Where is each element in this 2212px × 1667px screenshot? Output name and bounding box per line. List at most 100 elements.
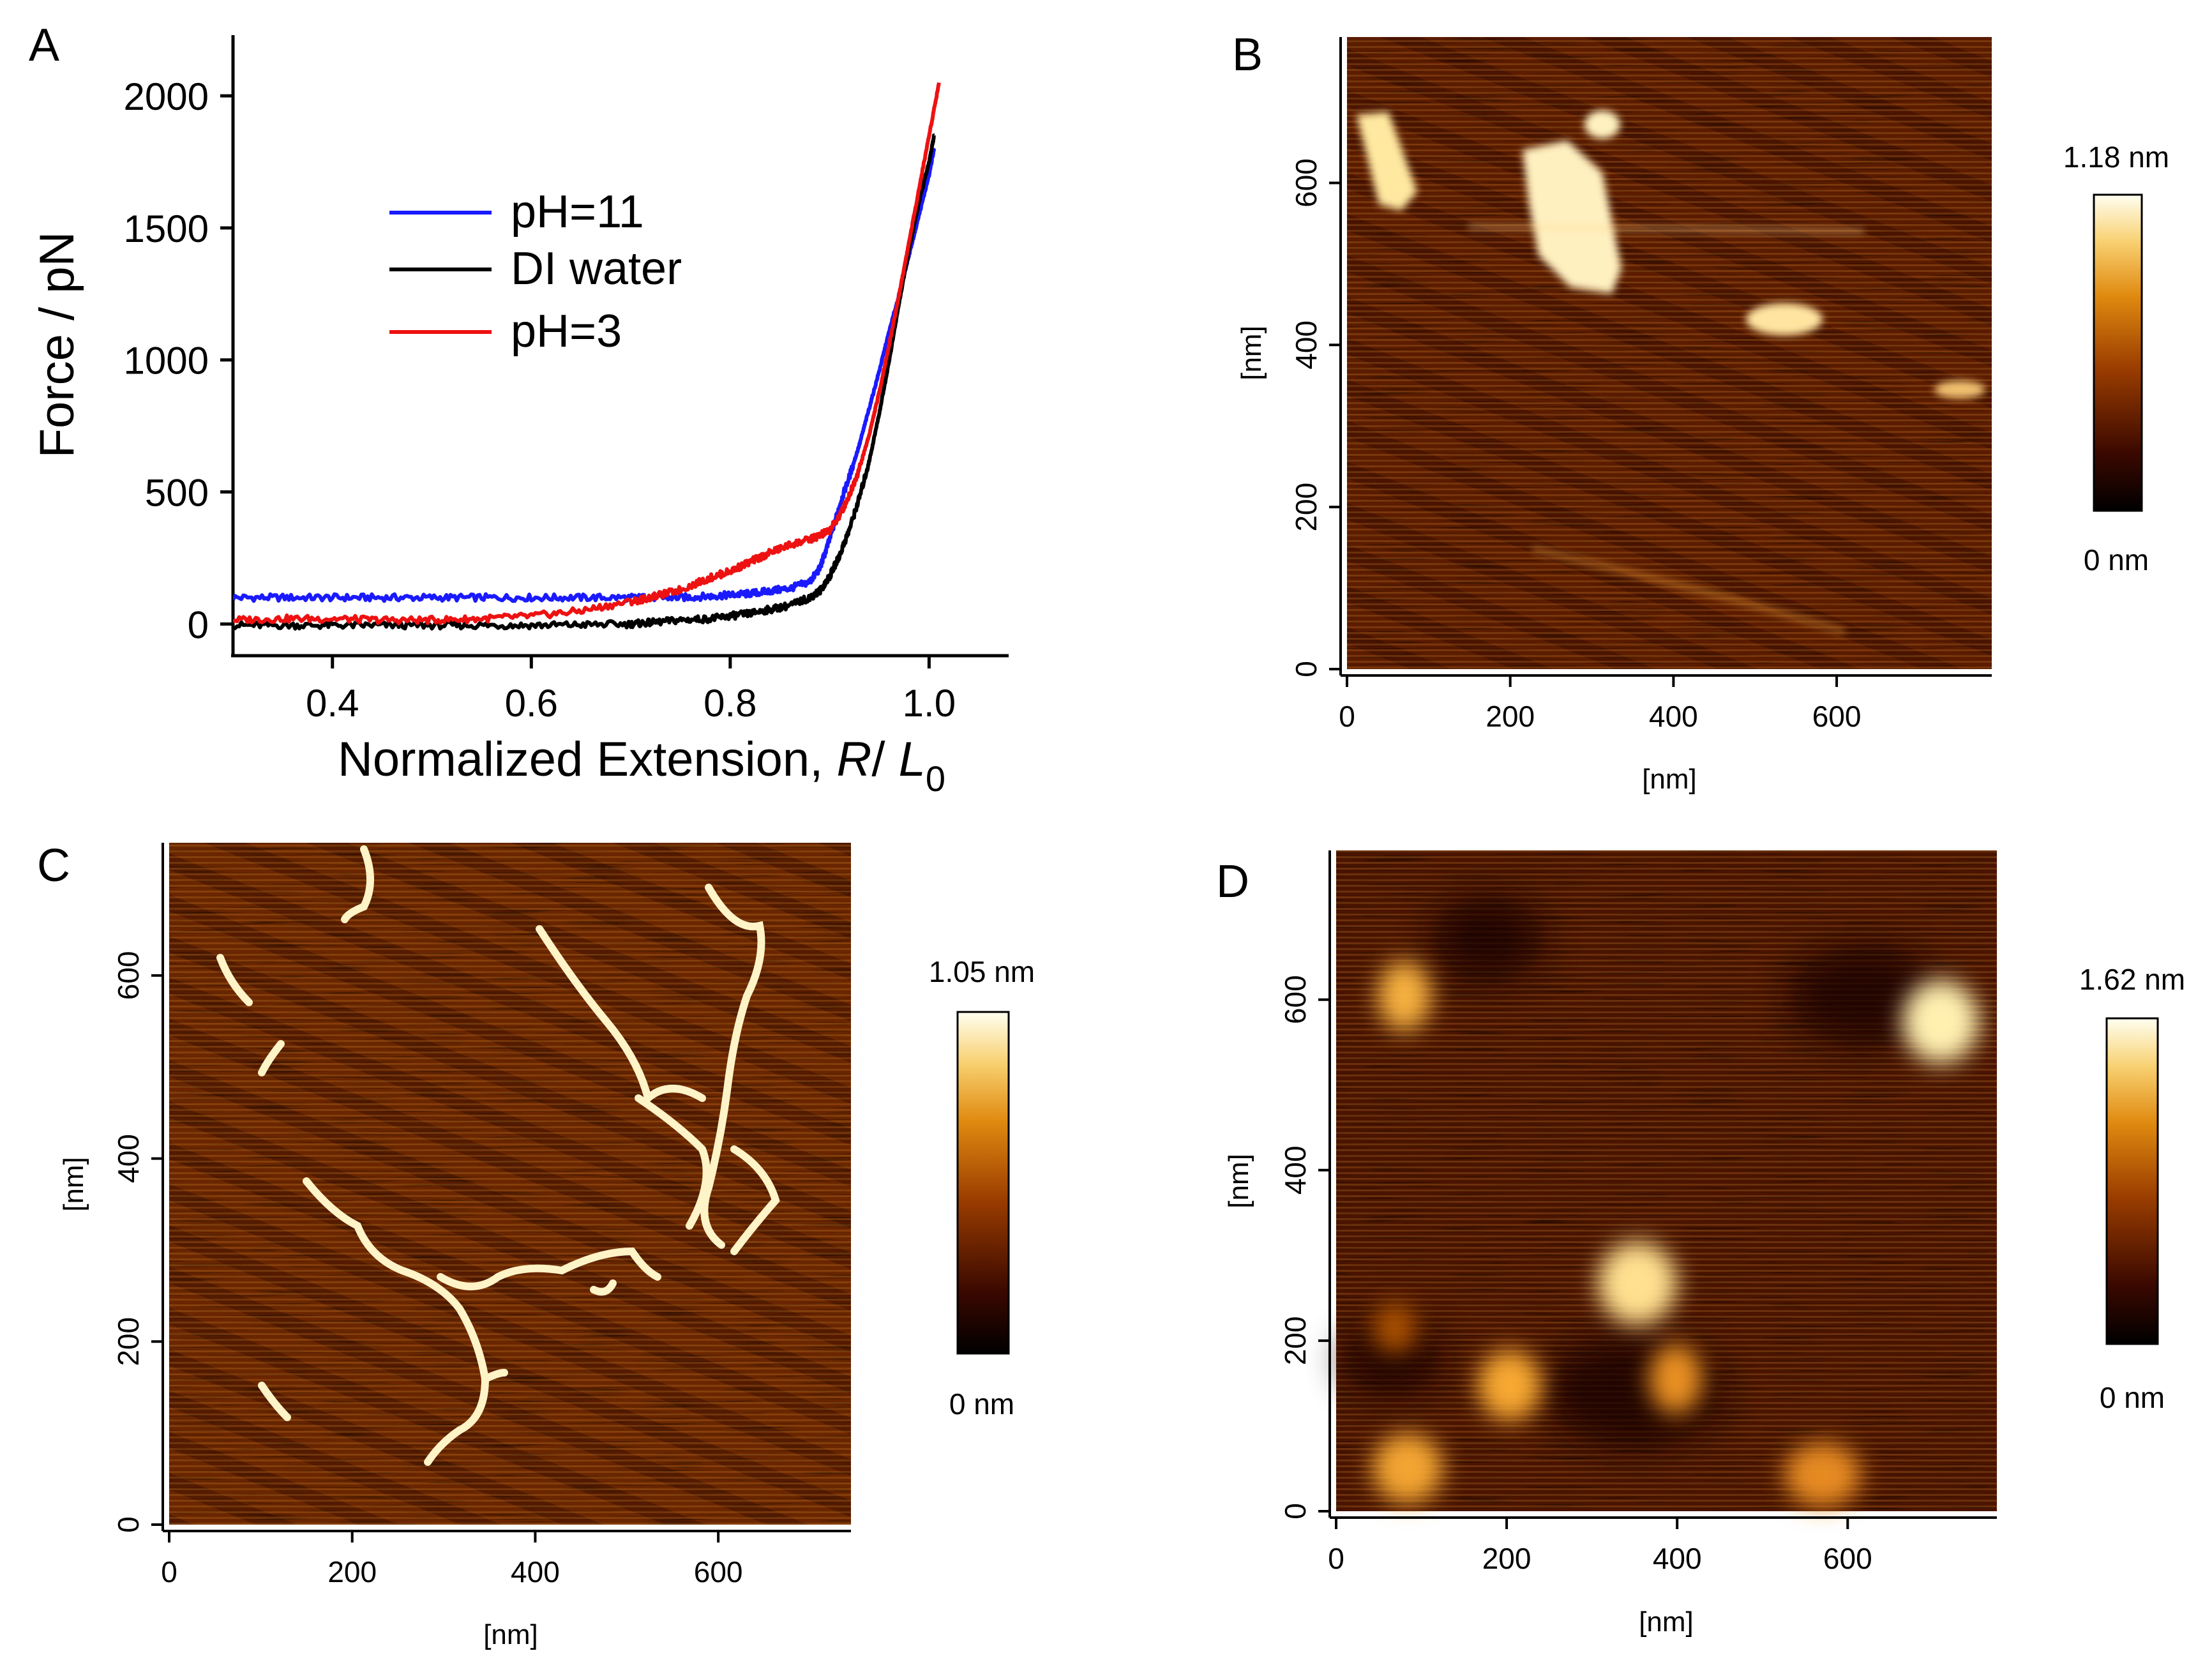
panel-d-letter: D: [1216, 856, 1249, 907]
d-dark-4: [1341, 1322, 1443, 1398]
x-tick-label: 200: [1482, 1542, 1531, 1575]
panel-d-y-label: [nm]: [1223, 1154, 1254, 1209]
y-tick-label: 0: [112, 1516, 145, 1533]
afm-image-d: [1336, 850, 1997, 1511]
b-diagonal-ridge: [1531, 546, 1846, 635]
d-particle-8: [1373, 1302, 1417, 1354]
panel-a: A 0 500 1000 1500 2000 0.4 0.6 0.8 1.0 Force / …: [29, 20, 1009, 799]
b-feature-1: [1357, 112, 1417, 211]
afm-image-c-axes: 0 0 200 200 400 400 600 600: [112, 843, 851, 1588]
legend-label-ph3: pH=3: [511, 306, 622, 357]
y-tick-label: 1000: [124, 340, 209, 382]
force-curves: [233, 82, 941, 631]
y-tick-label: 400: [112, 1134, 145, 1183]
x-tick-label: 0: [161, 1555, 177, 1588]
y-tick-label: 600: [1290, 158, 1323, 207]
afm-image-b-scan: [1347, 37, 1992, 669]
c-fiber-13: [481, 1369, 508, 1383]
c-fiber-12: [258, 1382, 291, 1421]
y-tick-label: 0: [1279, 1503, 1312, 1520]
colorbar-c: 1.05 nm 0 nm: [929, 955, 1035, 1421]
y-axis-label: Force / pN: [30, 232, 84, 458]
x-tick-label: 400: [1649, 700, 1698, 733]
colorbar-c-max-label: 1.05 nm: [929, 955, 1035, 988]
series-line-ph-3: [233, 82, 941, 626]
x-axis-ticks: 0.4 0.6 0.8 1.0: [306, 656, 956, 725]
afm-image-c: [169, 843, 851, 1525]
x-tick-label: 1.0: [903, 682, 956, 725]
x-tick-label: 0.6: [505, 682, 558, 725]
colorbar-b: 1.18 nm 0 nm: [2063, 140, 2169, 577]
c-fiber-6: [437, 1247, 661, 1290]
panel-c-x-label: [nm]: [483, 1619, 538, 1650]
c-fiber-1: [536, 925, 706, 1105]
x-tick-label: 600: [1812, 700, 1862, 733]
y-tick-label: 600: [1279, 975, 1312, 1024]
x-axis-label: Normalized Extension, R/ L0: [338, 732, 945, 799]
afm-image-d-particles: [1373, 961, 1979, 1507]
b-scan-streak: [1468, 225, 1865, 233]
x-tick-label: 200: [1486, 700, 1535, 733]
d-particle-5: [1649, 1344, 1703, 1414]
x-tick-label: 200: [327, 1555, 377, 1588]
d-particle-4: [1478, 1350, 1542, 1421]
d-particle-7: [1784, 1443, 1861, 1507]
afm-image-b-axes: 0 0 200 200 400 400 600 600: [1290, 37, 1992, 733]
y-axis-ticks: 0 500 1000 1500 2000: [124, 75, 233, 646]
x-tick-label: 600: [694, 1555, 743, 1588]
y-tick-label: 200: [112, 1317, 145, 1366]
y-tick-label: 0: [188, 603, 209, 646]
colorbar-d-gradient: [2105, 1017, 2159, 1345]
d-dark-1: [1430, 894, 1545, 983]
panel-b-letter: B: [1232, 29, 1263, 80]
c-fiber-5: [303, 1177, 489, 1383]
colorbar-c-gradient: [956, 1011, 1010, 1355]
colorbar-b-gradient: [2093, 193, 2143, 512]
afm-image-c-scan: [169, 843, 851, 1525]
x-tick-label: 0: [1339, 700, 1355, 733]
x-tick-label: 0: [1328, 1542, 1344, 1575]
panel-a-letter: A: [29, 20, 59, 71]
b-feature-2: [1523, 140, 1621, 294]
panel-b-y-label: [nm]: [1236, 326, 1267, 381]
y-tick-label: 400: [1290, 321, 1323, 370]
y-tick-label: 600: [112, 951, 145, 1000]
panel-a-axes: [231, 35, 1009, 658]
panel-c-y-label: [nm]: [58, 1157, 89, 1212]
y-tick-label: 200: [1279, 1316, 1312, 1366]
legend-label-ph11: pH=11: [511, 186, 644, 238]
x-tick-label: 400: [511, 1555, 560, 1588]
y-tick-label: 400: [1279, 1145, 1312, 1195]
y-tick-label: 500: [145, 472, 209, 515]
panel-c-letter: C: [37, 840, 70, 891]
d-particle-6: [1373, 1433, 1443, 1504]
y-tick-label: 200: [1290, 483, 1323, 532]
b-feature-3: [1584, 110, 1620, 139]
afm-image-c-fibers: [216, 845, 780, 1466]
colorbar-b-max-label: 1.18 nm: [2063, 140, 2169, 174]
c-fiber-11: [341, 845, 374, 923]
c-fiber-9: [216, 954, 253, 1006]
colorbar-b-min-label: 0 nm: [2084, 543, 2149, 577]
c-fiber-4: [730, 1145, 780, 1255]
panel-c: C 0 0 200 200 400 400 600 600: [37, 840, 1035, 1650]
d-particle-1: [1378, 961, 1431, 1031]
colorbar-d: 1.62 nm 0 nm: [2079, 963, 2185, 1414]
d-particle-2: [1902, 980, 1979, 1063]
x-tick-label: 400: [1653, 1542, 1702, 1575]
y-tick-label: 2000: [124, 75, 209, 118]
colorbar-d-min-label: 0 nm: [2100, 1381, 2165, 1414]
legend: pH=11 DI water pH=3: [389, 186, 682, 357]
afm-image-b-features: [1357, 110, 1985, 635]
x-tick-label: 600: [1823, 1542, 1872, 1575]
y-tick-label: 0: [1290, 661, 1323, 677]
b-feature-5: [1934, 381, 1985, 398]
b-feature-4: [1746, 303, 1823, 335]
d-particle-3: [1598, 1242, 1677, 1325]
x-tick-label: 0.8: [703, 682, 756, 725]
series-line-di-water: [233, 133, 936, 631]
y-tick-label: 1500: [124, 207, 209, 250]
legend-label-di-water: DI water: [511, 243, 682, 294]
